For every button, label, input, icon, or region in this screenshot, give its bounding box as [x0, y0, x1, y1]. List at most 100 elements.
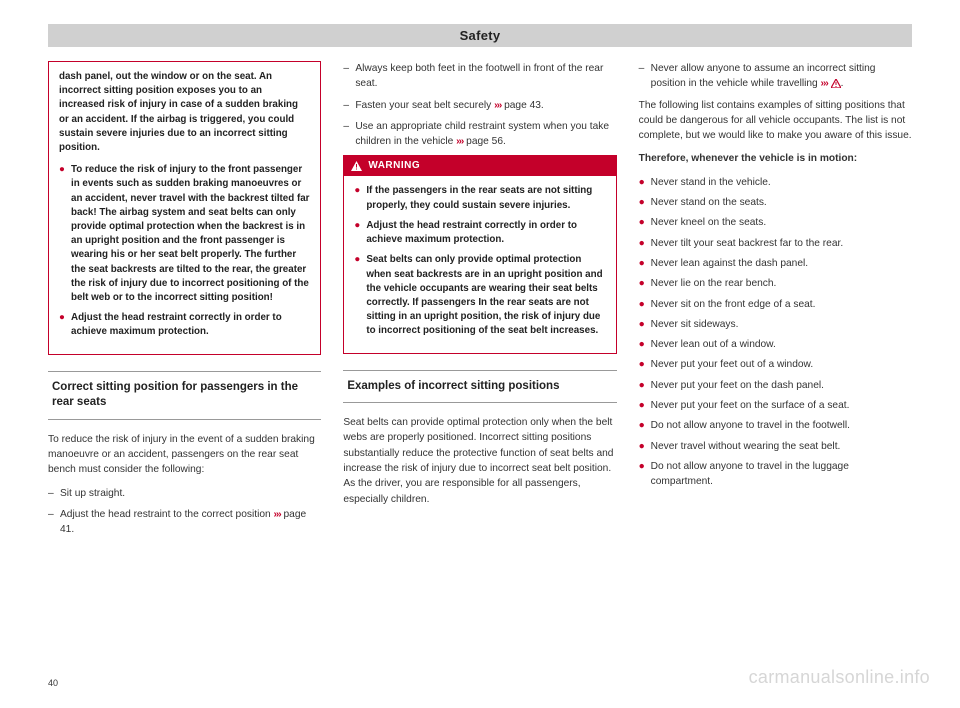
section-title: Correct sitting position for passengers …	[48, 371, 321, 420]
list-item-text: Never travel without wearing the seat be…	[651, 439, 912, 454]
dash-item: – Always keep both feet in the footwell …	[343, 61, 616, 92]
list-item-text: Do not allow anyone to travel in the foo…	[651, 418, 912, 433]
bullet-mark: ●	[639, 459, 651, 490]
warn-bullet-text: Adjust the head restraint correctly in o…	[366, 219, 605, 247]
dash-text: Never allow anyone to assume an incorrec…	[651, 61, 912, 92]
bullet-mark: ●	[59, 163, 71, 305]
bullet-mark: ●	[639, 256, 651, 271]
list-item-text: Never stand in the vehicle.	[651, 175, 912, 190]
dash-text-part: page 56.	[463, 136, 506, 147]
list-item: ●Never put your feet out of a window.	[639, 357, 912, 372]
bullet-mark: ●	[354, 253, 366, 338]
list-item: ●Never kneel on the seats.	[639, 215, 912, 230]
dash-text: Sit up straight.	[60, 486, 321, 501]
list-item: ●Never travel without wearing the seat b…	[639, 439, 912, 454]
warning-triangle-icon	[831, 79, 841, 88]
section-title: Examples of incorrect sitting positions	[343, 370, 616, 404]
list-item: ●Do not allow anyone to travel in the lu…	[639, 459, 912, 490]
bullet-mark: ●	[639, 357, 651, 372]
column-2: – Always keep both feet in the footwell …	[343, 61, 616, 543]
dash-text-part: .	[841, 78, 844, 89]
bullet-mark: ●	[639, 398, 651, 413]
list-item: ●Never stand in the vehicle.	[639, 175, 912, 190]
warning-box-continued: dash panel, out the window or on the sea…	[48, 61, 321, 355]
dash-item: – Sit up straight.	[48, 486, 321, 501]
list-item: ●Never lean out of a window.	[639, 337, 912, 352]
watermark: carmanualsonline.info	[749, 667, 930, 688]
bullet-mark: ●	[59, 311, 71, 339]
page-header: Safety	[48, 24, 912, 47]
list-item-text: Never lie on the rear bench.	[651, 276, 912, 291]
warn-bullet-text: To reduce the risk of injury to the fron…	[71, 163, 310, 305]
warning-label: WARNING	[368, 158, 420, 173]
bullet-mark: ●	[354, 219, 366, 247]
columns-wrap: dash panel, out the window or on the sea…	[48, 61, 912, 543]
dash-mark: –	[639, 61, 651, 92]
dash-text: Fasten your seat belt securely ››› page …	[355, 98, 616, 113]
list-item: ●Never lean against the dash panel.	[639, 256, 912, 271]
list-item-text: Never put your feet on the dash panel.	[651, 378, 912, 393]
bullet-mark: ●	[354, 184, 366, 212]
warning-header: WARNING	[343, 155, 616, 176]
list-item: ●Do not allow anyone to travel in the fo…	[639, 418, 912, 433]
dash-item: – Never allow anyone to assume an incorr…	[639, 61, 912, 92]
warn-bullet: ● Adjust the head restraint correctly in…	[354, 219, 605, 247]
bullet-list: ●Never stand in the vehicle.●Never stand…	[639, 175, 912, 490]
dash-mark: –	[343, 61, 355, 92]
warn-bullet: ● To reduce the risk of injury to the fr…	[59, 163, 310, 305]
list-item: ●Never sit sideways.	[639, 317, 912, 332]
list-item-text: Never tilt your seat backrest far to the…	[651, 236, 912, 251]
dash-text: Adjust the head restraint to the correct…	[60, 507, 321, 538]
list-item: ●Never lie on the rear bench.	[639, 276, 912, 291]
list-item-text: Never sit sideways.	[651, 317, 912, 332]
dash-item: – Fasten your seat belt securely ››› pag…	[343, 98, 616, 113]
body-para-bold: Therefore, whenever the vehicle is in mo…	[639, 151, 912, 166]
body-para: To reduce the risk of injury in the even…	[48, 432, 321, 478]
bullet-mark: ●	[639, 317, 651, 332]
column-3: – Never allow anyone to assume an incorr…	[639, 61, 912, 543]
list-item: ●Never sit on the front edge of a seat.	[639, 297, 912, 312]
warn-bullet: ● Seat belts can only provide optimal pr…	[354, 253, 605, 338]
list-item: ●Never put your feet on the surface of a…	[639, 398, 912, 413]
dash-item: – Use an appropriate child restraint sys…	[343, 119, 616, 150]
manual-page: Safety dash panel, out the window or on …	[0, 0, 960, 708]
list-item-text: Never lean against the dash panel.	[651, 256, 912, 271]
bullet-mark: ●	[639, 195, 651, 210]
warn-bullet: ● Adjust the head restraint correctly in…	[59, 311, 310, 339]
warn-bullet: ● If the passengers in the rear seats ar…	[354, 184, 605, 212]
warn-para: dash panel, out the window or on the sea…	[59, 70, 310, 155]
list-item-text: Never put your feet on the surface of a …	[651, 398, 912, 413]
list-item: ●Never tilt your seat backrest far to th…	[639, 236, 912, 251]
bullet-mark: ●	[639, 378, 651, 393]
list-item-text: Never lean out of a window.	[651, 337, 912, 352]
dash-mark: –	[343, 119, 355, 150]
bullet-mark: ●	[639, 297, 651, 312]
chevrons-icon: ›››	[274, 509, 281, 520]
dash-item: – Adjust the head restraint to the corre…	[48, 507, 321, 538]
warn-bullet-text: Adjust the head restraint correctly in o…	[71, 311, 310, 339]
list-item-text: Never put your feet out of a window.	[651, 357, 912, 372]
list-item-text: Do not allow anyone to travel in the lug…	[651, 459, 912, 490]
bullet-mark: ●	[639, 215, 651, 230]
warning-triangle-icon	[351, 161, 362, 171]
bullet-mark: ●	[639, 175, 651, 190]
bullet-mark: ●	[639, 439, 651, 454]
bullet-mark: ●	[639, 418, 651, 433]
page-number: 40	[48, 678, 58, 688]
list-item: ●Never stand on the seats.	[639, 195, 912, 210]
warn-bullet-text: Seat belts can only provide optimal prot…	[366, 253, 605, 338]
warn-bullet-text: If the passengers in the rear seats are …	[366, 184, 605, 212]
list-item: ●Never put your feet on the dash panel.	[639, 378, 912, 393]
dash-mark: –	[48, 507, 60, 538]
dash-text-part: Adjust the head restraint to the correct…	[60, 509, 274, 520]
bullet-mark: ●	[639, 236, 651, 251]
dash-text-part: Fasten your seat belt securely	[355, 100, 494, 111]
body-para: Seat belts can provide optimal protectio…	[343, 415, 616, 507]
list-item-text: Never kneel on the seats.	[651, 215, 912, 230]
dash-text-part: page 43.	[501, 100, 544, 111]
bullet-mark: ●	[639, 276, 651, 291]
dash-mark: –	[48, 486, 60, 501]
list-item-text: Never stand on the seats.	[651, 195, 912, 210]
chevrons-icon: ›››	[821, 78, 828, 89]
bullet-mark: ●	[639, 337, 651, 352]
